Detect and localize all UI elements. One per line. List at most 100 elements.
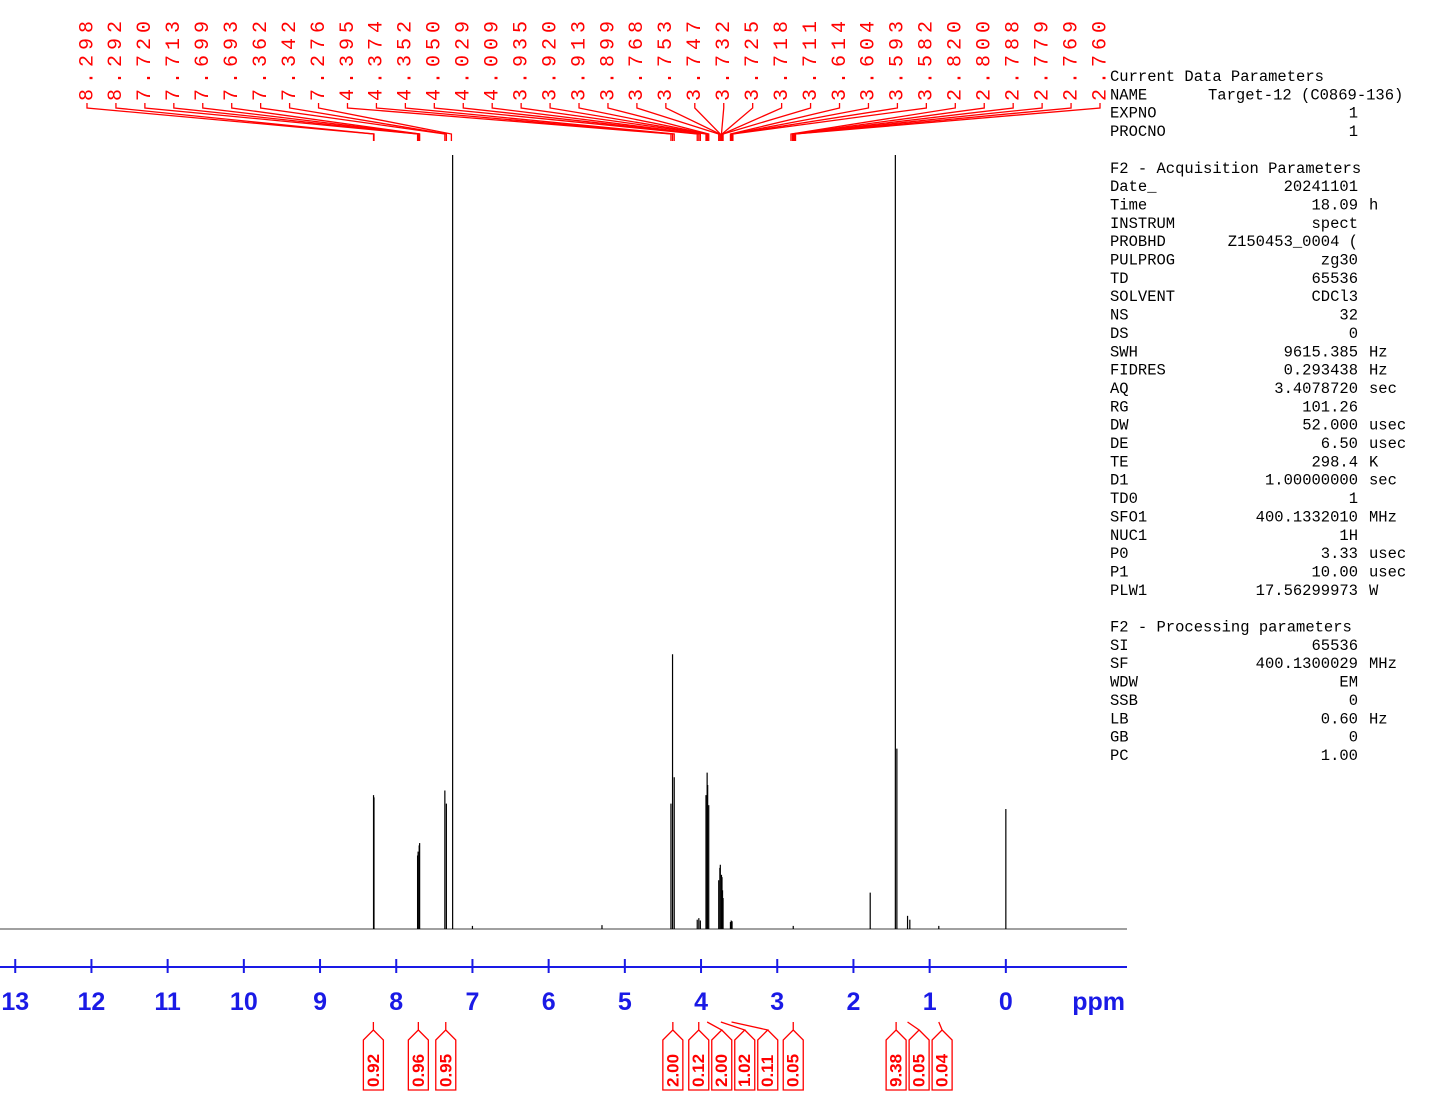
param-value: 1.00000000 (1265, 472, 1358, 490)
peak-label: 3.604 (858, 16, 881, 101)
param-value: 65536 (1311, 270, 1358, 288)
peak-connector (794, 103, 1101, 141)
param-value: 20241101 (1284, 178, 1358, 196)
param-key: SOLVENT (1110, 288, 1175, 306)
peak-connector (791, 103, 985, 141)
integral-bracket (782, 1022, 804, 1091)
peak-connector (793, 103, 1043, 141)
integral-bracket (885, 1022, 907, 1091)
param-value: 18.09 (1311, 196, 1358, 214)
peak-connector (231, 103, 421, 141)
param-key: PROBHD (1110, 233, 1166, 251)
x-tick-label: 11 (154, 988, 181, 1016)
param-value: 1.00 (1321, 747, 1358, 765)
param-value: EM (1339, 674, 1358, 692)
integral-label: 0.96 (409, 1054, 428, 1087)
param-value: 3.4078720 (1274, 380, 1358, 398)
param-value: Target-12 (C0869-136) (1208, 86, 1403, 104)
x-tick-label: 1 (923, 988, 937, 1016)
peak-label: 8.292 (105, 16, 128, 101)
param-key: Date_ (1110, 178, 1157, 196)
peak-label: 2.760 (1089, 16, 1112, 101)
param-key: SF (1110, 655, 1129, 673)
param-unit: sec (1369, 380, 1397, 398)
param-value: 10.00 (1311, 563, 1358, 581)
param-value: 0 (1349, 325, 1358, 343)
param-value: 32 (1339, 307, 1358, 325)
x-tick-label: 0 (999, 988, 1013, 1016)
integral-label: 2.00 (663, 1054, 682, 1087)
integral-bracket (706, 1021, 733, 1091)
peak-label: 8.298 (76, 16, 99, 101)
param-value: 0 (1349, 729, 1358, 747)
param-key: NAME (1110, 86, 1147, 104)
param-key: SWH (1110, 343, 1138, 361)
integral-label: 2.00 (712, 1054, 731, 1087)
param-key: LB (1110, 710, 1129, 728)
param-value: 0.293438 (1284, 362, 1358, 380)
param-key: AQ (1110, 380, 1129, 398)
param-key: DW (1110, 417, 1129, 435)
peak-connector (722, 103, 812, 141)
x-axis-label: ppm (1072, 988, 1125, 1016)
x-tick-label: 4 (694, 988, 708, 1016)
param-value: 9615.385 (1284, 343, 1358, 361)
peak-label: 3.711 (800, 16, 823, 101)
param-key: NS (1110, 307, 1129, 325)
peak-connector (288, 103, 448, 141)
peak-label: 3.753 (655, 16, 678, 101)
param-value: 1 (1349, 490, 1358, 508)
peak-label: 3.935 (510, 16, 533, 101)
param-key: GB (1110, 729, 1129, 747)
integral-label: 9.38 (887, 1054, 906, 1087)
param-key: TE (1110, 453, 1129, 471)
peak-connector (317, 103, 453, 141)
peak-label: 3.582 (916, 16, 939, 101)
x-tick-label: 3 (770, 988, 784, 1016)
param-unit: K (1369, 453, 1379, 471)
param-unit: usec (1369, 545, 1406, 563)
x-tick-label: 13 (1, 988, 29, 1016)
x-tick-label: 6 (542, 988, 556, 1016)
x-tick-label: 7 (465, 988, 479, 1016)
integral-bracket (435, 1022, 457, 1091)
param-key: NUC1 (1110, 527, 1147, 545)
integral-bracket (731, 1021, 779, 1091)
integral-bracket (662, 1022, 684, 1091)
param-unit: Hz (1369, 710, 1388, 728)
peak-connector (636, 103, 720, 141)
x-tick-label: 8 (389, 988, 403, 1016)
peak-label: 4.009 (481, 16, 504, 101)
param-value: CDCl3 (1311, 288, 1358, 306)
peak-connector (404, 103, 675, 141)
param-key: TD (1110, 270, 1129, 288)
peak-label: 3.913 (568, 16, 591, 101)
param-unit: usec (1369, 563, 1406, 581)
param-key: PLW1 (1110, 582, 1147, 600)
param-key: INSTRUM (1110, 215, 1175, 233)
param-value: 1 (1349, 105, 1358, 123)
param-value: 0 (1349, 692, 1358, 710)
peak-label: 2.779 (1031, 16, 1054, 101)
param-unit: Hz (1369, 362, 1388, 380)
param-unit: usec (1369, 417, 1406, 435)
peak-label: 3.732 (713, 16, 736, 101)
param-unit: sec (1369, 472, 1397, 490)
param-value: 298.4 (1311, 453, 1358, 471)
integral-label: 0.05 (910, 1054, 929, 1087)
peak-label: 2.820 (945, 16, 968, 101)
param-key: P1 (1110, 563, 1129, 581)
peak-connector (730, 103, 870, 141)
peak-connector (731, 103, 899, 141)
peak-label: 7.276 (308, 16, 331, 101)
param-value: 1 (1349, 123, 1358, 141)
peak-label: 2.769 (1060, 16, 1083, 101)
peak-label: 7.720 (134, 16, 157, 101)
param-value: 6.50 (1321, 435, 1358, 453)
peak-label: 7.713 (163, 16, 186, 101)
peak-connector (732, 103, 927, 141)
peak-label: 3.593 (887, 16, 910, 101)
param-key: EXPNO (1110, 105, 1157, 123)
param-value: 400.1332010 (1256, 508, 1358, 526)
